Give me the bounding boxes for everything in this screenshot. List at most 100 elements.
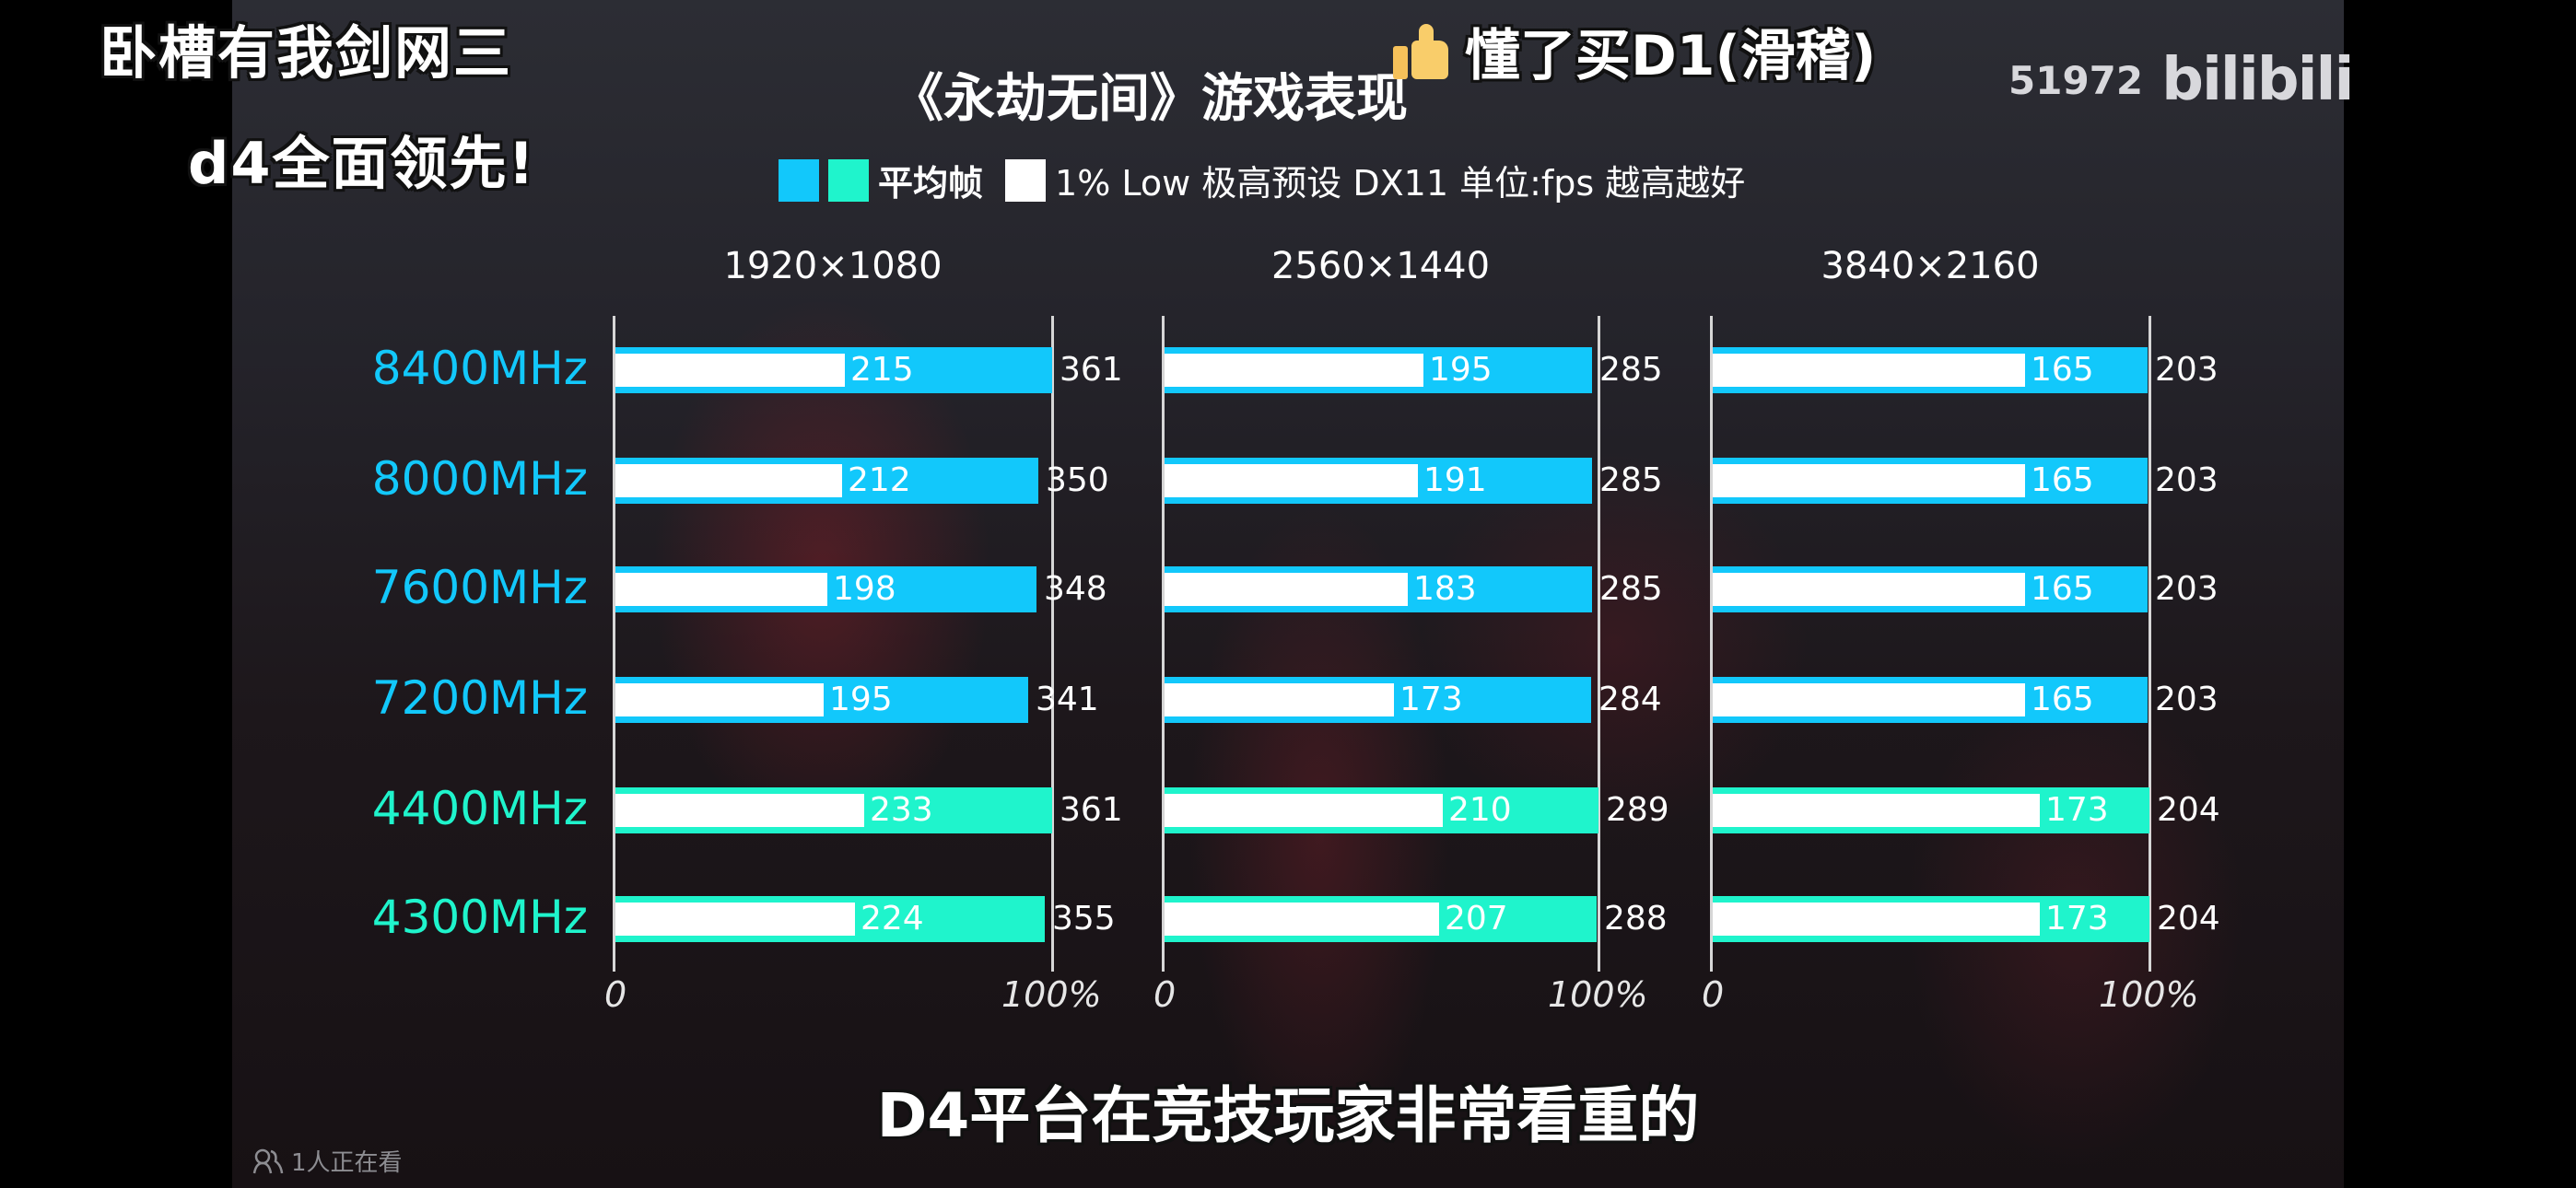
tick-label-100: 100%: [1548, 974, 1648, 1015]
bar-1pct-low: [1165, 903, 1439, 936]
panel-resolution-label: 1920×1080: [723, 245, 943, 287]
avg-value-label: 348: [1044, 570, 1107, 608]
bar-1pct-low: [615, 903, 855, 936]
low-value-label: 233: [870, 791, 933, 829]
avg-value-label: 288: [1604, 900, 1668, 938]
legend-swatch-ddr5: [779, 158, 819, 202]
low-value-label: 224: [861, 900, 924, 938]
bilibili-logo-icon: bilibili: [2161, 46, 2354, 114]
bar-avg-fps: 195: [615, 677, 1028, 723]
avg-value-label: 285: [1599, 461, 1663, 499]
bar-avg-fps: 183: [1165, 566, 1592, 612]
avg-value-label: 355: [1052, 900, 1116, 938]
danmaku-line-2: d4全面领先!: [188, 130, 536, 197]
avg-value-label: 203: [2155, 351, 2219, 389]
category-label: 4400MHz: [371, 782, 588, 835]
bar-1pct-low: [1165, 573, 1408, 606]
bar-1pct-low: [1713, 573, 2025, 606]
bar-avg-fps: 173: [1713, 896, 2149, 942]
bar-1pct-low: [1713, 794, 2040, 827]
bar-1pct-low: [615, 464, 842, 497]
avg-value-label: 204: [2157, 900, 2220, 938]
subtitle-caption: D4平台在竞技玩家非常看重的: [876, 1080, 1700, 1151]
low-value-label: 165: [2031, 681, 2094, 718]
axis-line-100: [1598, 316, 1600, 972]
bar-1pct-low: [1165, 683, 1394, 716]
low-value-label: 195: [829, 681, 893, 718]
bar-avg-fps: 173: [1713, 787, 2149, 833]
axis-line-100: [1051, 316, 1054, 972]
low-value-label: 165: [2031, 570, 2094, 608]
bar-1pct-low: [1165, 794, 1443, 827]
panel-resolution-label: 3840×2160: [1821, 245, 2040, 287]
low-value-label: 165: [2031, 461, 2094, 499]
avg-value-label: 284: [1598, 681, 1662, 718]
avg-value-label: 361: [1060, 791, 1123, 829]
thumbs-up-icon: [1393, 23, 1448, 79]
axis-line-0: [1710, 316, 1713, 972]
legend-swatch-ddr4: [828, 158, 869, 202]
bar-1pct-low: [1713, 903, 2040, 936]
tick-label-100: 100%: [1001, 974, 1102, 1015]
axis-line-0: [613, 316, 615, 972]
avg-value-label: 204: [2157, 791, 2220, 829]
bar-1pct-low: [1713, 683, 2025, 716]
bar-avg-fps: 224: [615, 896, 1045, 942]
bar-1pct-low: [1713, 464, 2025, 497]
tick-label-100: 100%: [2099, 974, 2199, 1015]
category-label: 8000MHz: [371, 452, 588, 506]
low-value-label: 191: [1423, 461, 1487, 499]
axis-line-0: [1162, 316, 1165, 972]
legend-swatch-low: [1005, 158, 1047, 202]
low-value-label: 173: [1399, 681, 1463, 718]
avg-value-label: 203: [2155, 570, 2219, 608]
bar-1pct-low: [1165, 354, 1423, 387]
watermark-count: 51972: [2008, 57, 2144, 103]
bar-1pct-low: [615, 573, 827, 606]
avg-value-label: 203: [2155, 461, 2219, 499]
avg-value-label: 285: [1599, 570, 1663, 608]
low-value-label: 183: [1413, 570, 1477, 608]
low-value-label: 215: [850, 351, 914, 389]
panel-resolution-label: 2560×1440: [1270, 245, 1491, 287]
chart-title-text: 《永劫无间》游戏表现: [892, 69, 1408, 129]
low-value-label: 212: [848, 461, 911, 499]
low-value-label: 173: [2045, 791, 2109, 829]
bar-avg-fps: 195: [1165, 347, 1592, 393]
category-label: 8400MHz: [371, 342, 588, 395]
bar-avg-fps: 165: [1713, 347, 2148, 393]
bar-avg-fps: 165: [1713, 566, 2148, 612]
bar-avg-fps: 210: [1165, 787, 1598, 833]
axis-line-100: [2149, 316, 2151, 972]
bar-avg-fps: 165: [1713, 458, 2148, 504]
low-value-label: 207: [1445, 900, 1508, 938]
avg-value-label: 350: [1046, 461, 1109, 499]
viewer-count: 1人正在看: [252, 1144, 403, 1178]
bar-avg-fps: 233: [615, 787, 1052, 833]
category-label: 7600MHz: [371, 561, 588, 614]
bar-avg-fps: 165: [1713, 677, 2148, 723]
avg-value-label: 285: [1599, 351, 1663, 389]
danmaku-top-text: 懂了买D1(滑稽): [1465, 24, 1877, 88]
danmaku-comment-left: 卧槽有我剑网三 d4全面领先!: [100, 17, 536, 201]
bilibili-watermark: 51972 bilibili: [2008, 46, 2354, 114]
chart-legend: 平均帧 1% Low 极高预设 DX11 单位:fps 越高越好: [779, 155, 1745, 205]
bar-1pct-low: [1713, 354, 2025, 387]
bar-1pct-low: [615, 354, 845, 387]
people-icon: [252, 1148, 284, 1173]
legend-avg-label: 平均帧: [878, 163, 984, 204]
tick-label-0: 0: [1702, 974, 1725, 1015]
bar-avg-fps: 207: [1165, 896, 1597, 942]
bar-avg-fps: 191: [1165, 458, 1592, 504]
danmaku-comment-top: 懂了买D1(滑稽): [1393, 11, 1876, 91]
low-value-label: 198: [833, 570, 896, 608]
bar-avg-fps: 173: [1165, 677, 1591, 723]
tick-label-0: 0: [1153, 974, 1177, 1015]
low-value-label: 165: [2031, 351, 2094, 389]
category-label: 7200MHz: [371, 671, 588, 725]
bar-avg-fps: 212: [615, 458, 1038, 504]
chart-title: 《永劫无间》游戏表现: [0, 57, 2576, 132]
bar-avg-fps: 215: [615, 347, 1052, 393]
avg-value-label: 361: [1060, 351, 1123, 389]
low-value-label: 173: [2045, 900, 2109, 938]
